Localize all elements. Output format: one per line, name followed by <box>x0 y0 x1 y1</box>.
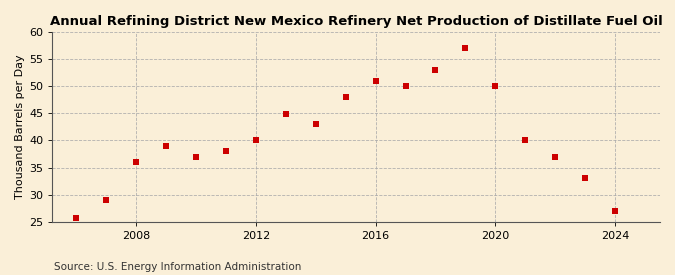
Point <box>101 198 111 202</box>
Point <box>550 155 561 159</box>
Point <box>520 138 531 143</box>
Point <box>131 160 142 164</box>
Point <box>490 84 501 88</box>
Y-axis label: Thousand Barrels per Day: Thousand Barrels per Day <box>15 54 25 199</box>
Point <box>310 122 321 126</box>
Point <box>370 79 381 83</box>
Point <box>430 68 441 72</box>
Point <box>280 112 291 117</box>
Point <box>610 209 620 213</box>
Point <box>221 149 232 153</box>
Point <box>580 176 591 181</box>
Title: Annual Refining District New Mexico Refinery Net Production of Distillate Fuel O: Annual Refining District New Mexico Refi… <box>50 15 663 28</box>
Text: Source: U.S. Energy Information Administration: Source: U.S. Energy Information Administ… <box>54 262 301 272</box>
Point <box>190 155 201 159</box>
Point <box>400 84 411 88</box>
Point <box>460 46 471 50</box>
Point <box>161 144 171 148</box>
Point <box>71 216 82 220</box>
Point <box>250 138 261 143</box>
Point <box>340 95 351 99</box>
